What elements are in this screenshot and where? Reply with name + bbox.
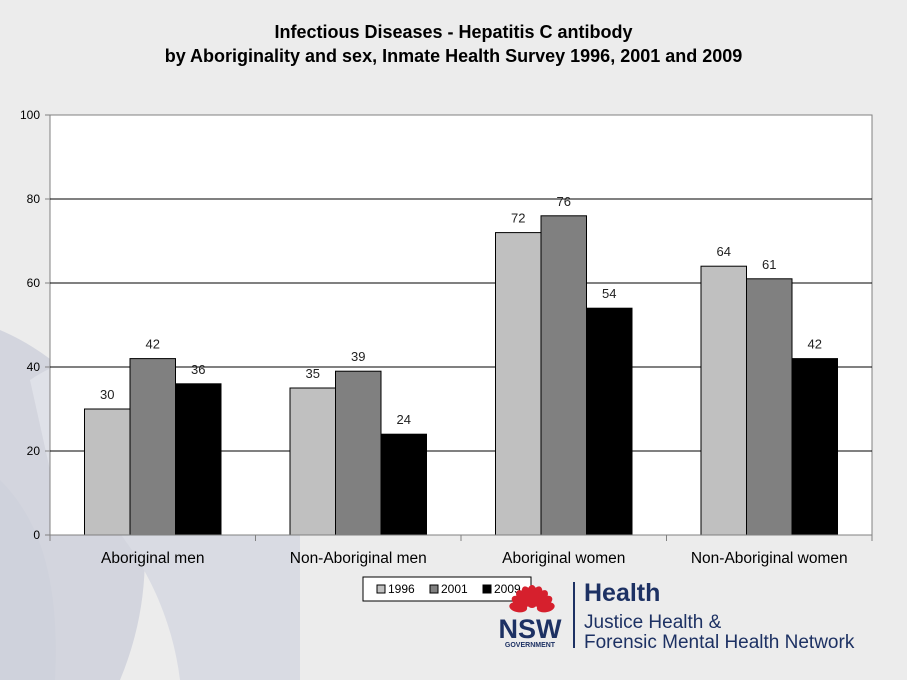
- bars: [84, 215, 838, 536]
- legend-swatch-1996: [376, 584, 386, 594]
- x-tick-label: Non-Aboriginal women: [691, 550, 848, 567]
- legend-swatch-2001: [429, 584, 439, 594]
- data-label: 24: [397, 412, 411, 427]
- network-line-2: Forensic Mental Health Network: [584, 632, 855, 653]
- y-tick-label: 0: [33, 528, 40, 542]
- x-tick-label: Non-Aboriginal men: [290, 550, 427, 567]
- bar-2001-0: [129, 358, 176, 536]
- bar-1996-0: [84, 408, 131, 536]
- legend-label-1996: 1996: [388, 582, 415, 596]
- bar-1996-2: [495, 232, 542, 536]
- x-tick-label: Aboriginal men: [101, 550, 204, 567]
- y-tick-label: 20: [27, 444, 41, 458]
- data-label: 61: [762, 257, 776, 272]
- x-axis: Aboriginal men Non-Aboriginal men Aborigin…: [49, 534, 873, 567]
- data-label: 54: [602, 286, 616, 301]
- bar-1996-3: [700, 265, 747, 536]
- logo-divider: [573, 582, 575, 648]
- data-label: 36: [191, 362, 205, 377]
- data-label: 64: [717, 244, 731, 259]
- network-label: Justice Health & Forensic Mental Health …: [584, 613, 854, 653]
- data-label: 72: [511, 211, 525, 226]
- x-tick-label: Aboriginal women: [502, 550, 625, 567]
- y-tick-label: 40: [27, 360, 41, 374]
- y-axis: 0 20 40 60 80 100: [20, 108, 50, 542]
- bar-2009-1: [380, 433, 427, 536]
- government-label: GOVERNMENT: [504, 642, 556, 649]
- legend-box: [362, 576, 532, 602]
- chart-title: Infectious Diseases - Hepatitis C antibo…: [0, 20, 907, 68]
- bar-2009-2: [586, 307, 633, 536]
- chart-title-line-2: by Aboriginality and sex, Inmate Health …: [164, 46, 743, 66]
- waratah-petal: [536, 602, 555, 613]
- waratah-flower-icon: [509, 585, 555, 613]
- y-tick-label: 80: [27, 192, 41, 206]
- health-label: Health: [584, 579, 661, 607]
- nsw-health-logo: NSW GOVERNMENT Health Justice Health & F…: [494, 576, 884, 656]
- data-label: 76: [557, 194, 571, 209]
- chart-title-line-1: Infectious Diseases - Hepatitis C antibo…: [274, 22, 633, 42]
- y-tick-label: 60: [27, 276, 41, 290]
- data-label: 42: [146, 337, 160, 352]
- bar-2001-3: [746, 278, 793, 536]
- legend: 1996 2001 2009: [362, 576, 532, 602]
- network-line-1: Justice Health &: [584, 612, 722, 633]
- legend-label-2001: 2001: [441, 582, 468, 596]
- bar-2001-1: [335, 370, 382, 536]
- data-label: 35: [306, 366, 320, 381]
- bar-2009-0: [175, 383, 222, 536]
- bar-2009-3: [791, 358, 838, 536]
- data-labels: 30 42 36 35 39 24 72 76 54 64 61 42: [100, 194, 822, 427]
- y-tick-label: 100: [20, 108, 40, 122]
- waratah-center: [525, 588, 539, 608]
- data-label: 42: [808, 337, 822, 352]
- nsw-wordmark: NSW: [498, 614, 562, 644]
- data-label: 30: [100, 387, 114, 402]
- data-label: 39: [351, 349, 365, 364]
- bar-2001-2: [540, 215, 587, 536]
- legend-swatch-2009: [482, 584, 492, 594]
- bar-1996-1: [289, 387, 336, 536]
- legend-label-2009: 2009: [494, 582, 521, 596]
